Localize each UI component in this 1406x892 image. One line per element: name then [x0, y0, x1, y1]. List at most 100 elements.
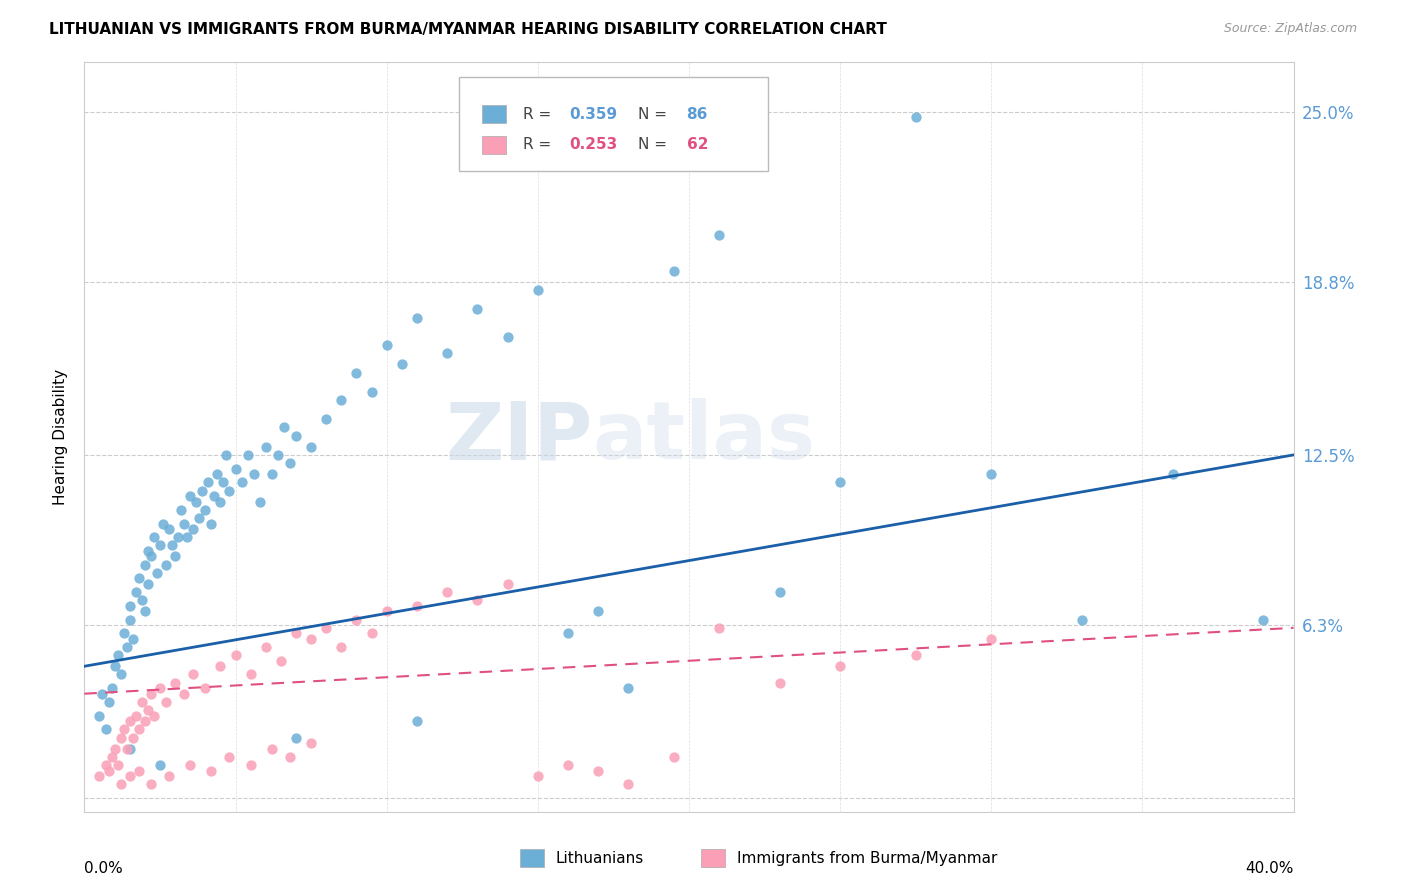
Text: 62: 62 [686, 137, 709, 153]
Point [121, 632, 143, 646]
FancyBboxPatch shape [482, 136, 506, 153]
Point [225, 461, 247, 475]
Point [769, 675, 792, 690]
Point [152, 516, 174, 531]
Point [299, 440, 322, 454]
Text: 0.359: 0.359 [569, 107, 617, 121]
Point [128, 723, 150, 737]
Point [285, 731, 308, 745]
Point [191, 483, 214, 498]
Point [188, 511, 211, 525]
FancyBboxPatch shape [702, 849, 725, 867]
Point [104, 659, 127, 673]
Point [94, 758, 117, 772]
Point [97, 695, 120, 709]
FancyBboxPatch shape [520, 849, 544, 867]
Point [173, 516, 195, 531]
Point [155, 695, 177, 709]
Point [165, 549, 187, 564]
Point [181, 667, 204, 681]
Point [980, 467, 1002, 482]
Point [186, 494, 208, 508]
Point [709, 228, 731, 243]
Point [194, 681, 217, 696]
Point [104, 741, 127, 756]
Point [128, 764, 150, 778]
Text: 86: 86 [686, 107, 707, 121]
Point [128, 571, 150, 585]
Point [118, 769, 141, 783]
Point [769, 585, 792, 599]
Point [146, 566, 169, 580]
Point [980, 632, 1002, 646]
Point [112, 626, 135, 640]
Point [125, 585, 148, 599]
Point [225, 648, 247, 663]
Point [496, 330, 519, 344]
Point [557, 758, 579, 772]
Point [1161, 467, 1184, 482]
Point [200, 764, 222, 778]
Point [904, 111, 927, 125]
Point [346, 366, 368, 380]
Point [125, 708, 148, 723]
Point [110, 667, 132, 681]
Point [134, 604, 156, 618]
Point [588, 764, 610, 778]
Point [110, 731, 132, 745]
Point [218, 483, 240, 498]
Point [142, 708, 165, 723]
Point [904, 648, 927, 663]
Point [157, 522, 180, 536]
Point [496, 577, 519, 591]
Point [617, 681, 640, 696]
Point [236, 448, 259, 462]
Point [202, 489, 225, 503]
Point [360, 626, 382, 640]
Text: Lithuanians: Lithuanians [555, 851, 644, 865]
Point [242, 467, 264, 482]
Point [167, 530, 190, 544]
Text: 40.0%: 40.0% [1246, 861, 1294, 876]
Point [112, 723, 135, 737]
Point [170, 503, 193, 517]
Text: N =: N = [638, 107, 672, 121]
Point [94, 723, 117, 737]
Point [254, 640, 277, 654]
Point [285, 428, 308, 442]
Point [212, 475, 235, 490]
Point [110, 777, 132, 791]
Point [139, 549, 162, 564]
Point [249, 494, 271, 508]
Point [155, 558, 177, 572]
Point [218, 749, 240, 764]
Point [375, 338, 398, 352]
Point [197, 475, 219, 490]
Point [1253, 613, 1275, 627]
Point [299, 632, 322, 646]
Point [346, 613, 368, 627]
Point [149, 539, 172, 553]
Point [527, 283, 550, 297]
Point [1071, 613, 1094, 627]
Point [131, 593, 153, 607]
Point [181, 522, 204, 536]
Point [239, 758, 262, 772]
Point [588, 604, 610, 618]
Point [406, 599, 429, 613]
Point [278, 456, 301, 470]
Point [173, 687, 195, 701]
Point [209, 494, 232, 508]
Point [118, 613, 141, 627]
Point [662, 749, 685, 764]
Text: R =: R = [523, 107, 557, 121]
Text: ZIP: ZIP [444, 398, 592, 476]
Point [830, 659, 852, 673]
Point [118, 741, 141, 756]
Text: atlas: atlas [592, 398, 815, 476]
Point [391, 357, 413, 371]
Y-axis label: Hearing Disability: Hearing Disability [53, 369, 69, 505]
Point [406, 310, 429, 325]
Point [200, 516, 222, 531]
Point [406, 714, 429, 728]
